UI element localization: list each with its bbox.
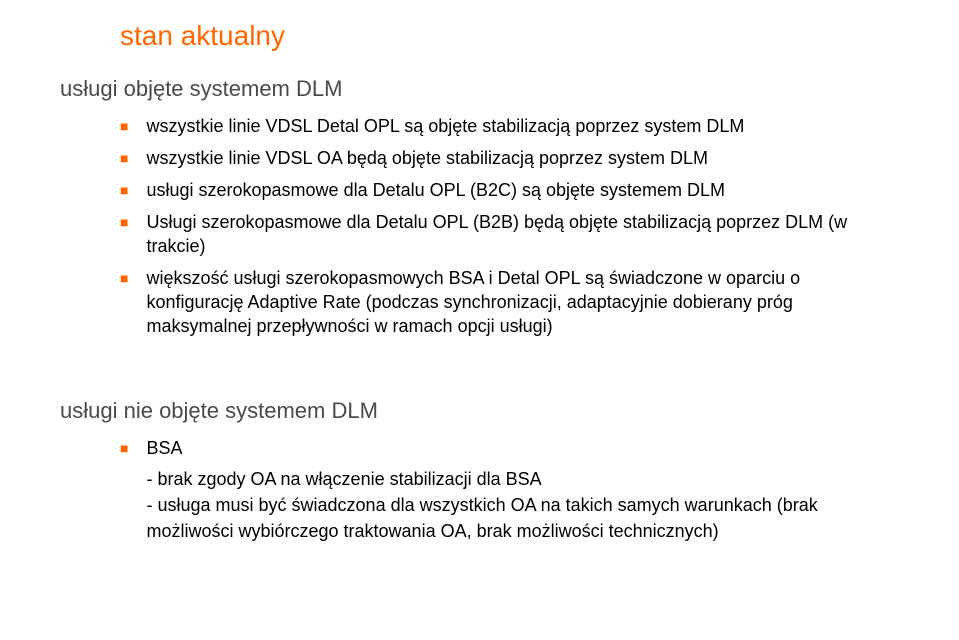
bullet-list-excluded: ■ BSA - brak zgody OA na włączenie stabi… <box>120 436 899 544</box>
bullet-text: BSA <box>146 438 182 458</box>
list-item: ■ Usługi szerokopasmowe dla Detalu OPL (… <box>120 210 899 258</box>
bullet-text: większość usługi szerokopasmowych BSA i … <box>146 266 899 338</box>
list-item: ■ usługi szerokopasmowe dla Detalu OPL (… <box>120 178 899 202</box>
bullet-content: BSA - brak zgody OA na włączenie stabili… <box>146 436 899 544</box>
section-excluded: usługi nie objęte systemem DLM ■ BSA - b… <box>60 398 899 544</box>
bullet-text: usługi szerokopasmowe dla Detalu OPL (B2… <box>146 178 725 202</box>
bullet-icon: ■ <box>120 266 128 290</box>
sub-list: - brak zgody OA na włączenie stabilizacj… <box>146 466 899 544</box>
bullet-text: Usługi szerokopasmowe dla Detalu OPL (B2… <box>146 210 899 258</box>
sub-item: - brak zgody OA na włączenie stabilizacj… <box>146 466 899 492</box>
list-item: ■ większość usługi szerokopasmowych BSA … <box>120 266 899 338</box>
bullet-icon: ■ <box>120 210 128 234</box>
bullet-icon: ■ <box>120 146 128 170</box>
list-item: ■ wszystkie linie VDSL Detal OPL są obję… <box>120 114 899 138</box>
bullet-text: wszystkie linie VDSL OA będą objęte stab… <box>146 146 708 170</box>
list-item: ■ wszystkie linie VDSL OA będą objęte st… <box>120 146 899 170</box>
section-header-excluded: usługi nie objęte systemem DLM <box>60 398 899 424</box>
slide-title: stan aktualny <box>120 20 899 52</box>
bullet-icon: ■ <box>120 436 128 460</box>
bullet-text: wszystkie linie VDSL Detal OPL są objęte… <box>146 114 744 138</box>
list-item: ■ BSA - brak zgody OA na włączenie stabi… <box>120 436 899 544</box>
bullet-icon: ■ <box>120 114 128 138</box>
bullet-icon: ■ <box>120 178 128 202</box>
slide-page: stan aktualny usługi objęte systemem DLM… <box>0 0 959 604</box>
sub-item: - usługa musi być świadczona dla wszystk… <box>146 492 899 544</box>
section-included: usługi objęte systemem DLM ■ wszystkie l… <box>60 76 899 338</box>
section-header-included: usługi objęte systemem DLM <box>60 76 899 102</box>
bullet-list-included: ■ wszystkie linie VDSL Detal OPL są obję… <box>120 114 899 338</box>
